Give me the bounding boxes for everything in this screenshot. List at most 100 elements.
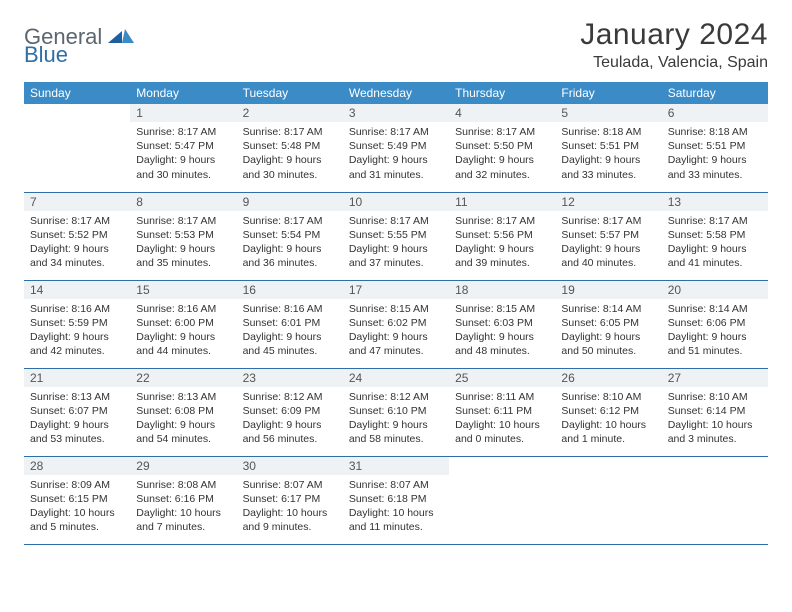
day-body: Sunrise: 8:09 AMSunset: 6:15 PMDaylight:… <box>24 475 130 541</box>
day-number: 3 <box>343 104 449 122</box>
calendar-day-cell: 4Sunrise: 8:17 AMSunset: 5:50 PMDaylight… <box>449 104 555 192</box>
daylight-text: Daylight: 10 hours and 3 minutes. <box>668 418 762 446</box>
calendar-day-cell: 6Sunrise: 8:18 AMSunset: 5:51 PMDaylight… <box>662 104 768 192</box>
sunrise-text: Sunrise: 8:17 AM <box>455 125 549 139</box>
daylight-text: Daylight: 9 hours and 36 minutes. <box>243 242 337 270</box>
calendar-day-cell: 30Sunrise: 8:07 AMSunset: 6:17 PMDayligh… <box>237 456 343 544</box>
sunrise-text: Sunrise: 8:10 AM <box>668 390 762 404</box>
day-number: 24 <box>343 369 449 387</box>
sunrise-text: Sunrise: 8:14 AM <box>668 302 762 316</box>
calendar-week-row: 7Sunrise: 8:17 AMSunset: 5:52 PMDaylight… <box>24 192 768 280</box>
day-number: 18 <box>449 281 555 299</box>
day-body: Sunrise: 8:17 AMSunset: 5:52 PMDaylight:… <box>24 211 130 277</box>
day-number: 25 <box>449 369 555 387</box>
day-number: 8 <box>130 193 236 211</box>
calendar-day-cell: 28Sunrise: 8:09 AMSunset: 6:15 PMDayligh… <box>24 456 130 544</box>
day-number: 11 <box>449 193 555 211</box>
calendar-day-cell <box>449 456 555 544</box>
calendar-day-cell: 13Sunrise: 8:17 AMSunset: 5:58 PMDayligh… <box>662 192 768 280</box>
weekday-header-row: Sunday Monday Tuesday Wednesday Thursday… <box>24 82 768 104</box>
weekday-header: Saturday <box>662 82 768 104</box>
calendar-day-cell: 8Sunrise: 8:17 AMSunset: 5:53 PMDaylight… <box>130 192 236 280</box>
daylight-text: Daylight: 9 hours and 58 minutes. <box>349 418 443 446</box>
calendar-day-cell: 27 Sunrise: 8:10 AMSunset: 6:14 PMDayligh… <box>662 368 768 456</box>
sunset-text: Sunset: 6:03 PM <box>455 316 549 330</box>
weekday-header: Monday <box>130 82 236 104</box>
daylight-text: Daylight: 9 hours and 37 minutes. <box>349 242 443 270</box>
day-body: Sunrise: 8:11 AMSunset: 6:11 PMDaylight:… <box>449 387 555 453</box>
daylight-text: Daylight: 10 hours and 0 minutes. <box>455 418 549 446</box>
weekday-header: Thursday <box>449 82 555 104</box>
sunrise-text: Sunrise: 8:17 AM <box>136 125 230 139</box>
day-number: 2 <box>237 104 343 122</box>
daylight-text: Daylight: 10 hours and 5 minutes. <box>30 506 124 534</box>
day-number: 29 <box>130 457 236 475</box>
calendar-week-row: 28Sunrise: 8:09 AMSunset: 6:15 PMDayligh… <box>24 456 768 544</box>
sunset-text: Sunset: 6:08 PM <box>136 404 230 418</box>
calendar-day-cell: 1Sunrise: 8:17 AMSunset: 5:47 PMDaylight… <box>130 104 236 192</box>
day-number: 14 <box>24 281 130 299</box>
sunrise-text: Sunrise: 8:11 AM <box>455 390 549 404</box>
sunset-text: Sunset: 5:50 PM <box>455 139 549 153</box>
day-number: 13 <box>662 193 768 211</box>
sunset-text: Sunset: 6:11 PM <box>455 404 549 418</box>
sunset-text: Sunset: 5:57 PM <box>561 228 655 242</box>
sunset-text: Sunset: 5:59 PM <box>30 316 124 330</box>
calendar-day-cell: 15Sunrise: 8:16 AMSunset: 6:00 PMDayligh… <box>130 280 236 368</box>
day-body: Sunrise: 8:17 AMSunset: 5:48 PMDaylight:… <box>237 122 343 188</box>
sunrise-text: Sunrise: 8:16 AM <box>30 302 124 316</box>
sunset-text: Sunset: 6:14 PM <box>668 404 762 418</box>
daylight-text: Daylight: 9 hours and 51 minutes. <box>668 330 762 358</box>
day-body: Sunrise: 8:17 AMSunset: 5:50 PMDaylight:… <box>449 122 555 188</box>
day-number: 28 <box>24 457 130 475</box>
day-body: Sunrise: 8:07 AMSunset: 6:17 PMDaylight:… <box>237 475 343 541</box>
day-body: Sunrise: 8:18 AMSunset: 5:51 PMDaylight:… <box>662 122 768 188</box>
logo-text-blue: Blue <box>24 42 68 67</box>
sunrise-text: Sunrise: 8:09 AM <box>30 478 124 492</box>
sunrise-text: Sunrise: 8:17 AM <box>561 214 655 228</box>
sunrise-text: Sunrise: 8:16 AM <box>243 302 337 316</box>
sunset-text: Sunset: 5:51 PM <box>668 139 762 153</box>
calendar-week-row: 21Sunrise: 8:13 AMSunset: 6:07 PMDayligh… <box>24 368 768 456</box>
calendar-day-cell: 10Sunrise: 8:17 AMSunset: 5:55 PMDayligh… <box>343 192 449 280</box>
day-number: 10 <box>343 193 449 211</box>
day-number: 22 <box>130 369 236 387</box>
day-number: 20 <box>662 281 768 299</box>
weekday-header: Wednesday <box>343 82 449 104</box>
day-body: Sunrise: 8:16 AMSunset: 6:00 PMDaylight:… <box>130 299 236 365</box>
sunset-text: Sunset: 6:02 PM <box>349 316 443 330</box>
day-number: 9 <box>237 193 343 211</box>
calendar-day-cell <box>24 104 130 192</box>
sunrise-text: Sunrise: 8:17 AM <box>136 214 230 228</box>
sunrise-text: Sunrise: 8:17 AM <box>349 125 443 139</box>
sunrise-text: Sunrise: 8:08 AM <box>136 478 230 492</box>
day-body: Sunrise: 8:17 AMSunset: 5:53 PMDaylight:… <box>130 211 236 277</box>
sunset-text: Sunset: 5:51 PM <box>561 139 655 153</box>
sunrise-text: Sunrise: 8:17 AM <box>243 125 337 139</box>
day-number: 27 <box>662 369 768 387</box>
day-body: Sunrise: 8:07 AMSunset: 6:18 PMDaylight:… <box>343 475 449 541</box>
sunrise-text: Sunrise: 8:13 AM <box>136 390 230 404</box>
day-body: Sunrise: 8:14 AMSunset: 6:05 PMDaylight:… <box>555 299 661 365</box>
day-number: 31 <box>343 457 449 475</box>
calendar-day-cell: 26Sunrise: 8:10 AMSunset: 6:12 PMDayligh… <box>555 368 661 456</box>
sunrise-text: Sunrise: 8:17 AM <box>30 214 124 228</box>
day-number: 6 <box>662 104 768 122</box>
daylight-text: Daylight: 9 hours and 31 minutes. <box>349 153 443 181</box>
day-body: Sunrise: 8:18 AMSunset: 5:51 PMDaylight:… <box>555 122 661 188</box>
calendar-day-cell: 14Sunrise: 8:16 AMSunset: 5:59 PMDayligh… <box>24 280 130 368</box>
sunset-text: Sunset: 5:58 PM <box>668 228 762 242</box>
sunset-text: Sunset: 5:47 PM <box>136 139 230 153</box>
calendar-day-cell: 31Sunrise: 8:07 AMSunset: 6:18 PMDayligh… <box>343 456 449 544</box>
calendar-day-cell: 25Sunrise: 8:11 AMSunset: 6:11 PMDayligh… <box>449 368 555 456</box>
sunrise-text: Sunrise: 8:07 AM <box>243 478 337 492</box>
daylight-text: Daylight: 9 hours and 45 minutes. <box>243 330 337 358</box>
daylight-text: Daylight: 10 hours and 1 minute. <box>561 418 655 446</box>
sunset-text: Sunset: 5:55 PM <box>349 228 443 242</box>
day-number: 12 <box>555 193 661 211</box>
daylight-text: Daylight: 10 hours and 7 minutes. <box>136 506 230 534</box>
calendar-day-cell: 16Sunrise: 8:16 AMSunset: 6:01 PMDayligh… <box>237 280 343 368</box>
weekday-header: Friday <box>555 82 661 104</box>
sunrise-text: Sunrise: 8:17 AM <box>668 214 762 228</box>
sunset-text: Sunset: 5:48 PM <box>243 139 337 153</box>
